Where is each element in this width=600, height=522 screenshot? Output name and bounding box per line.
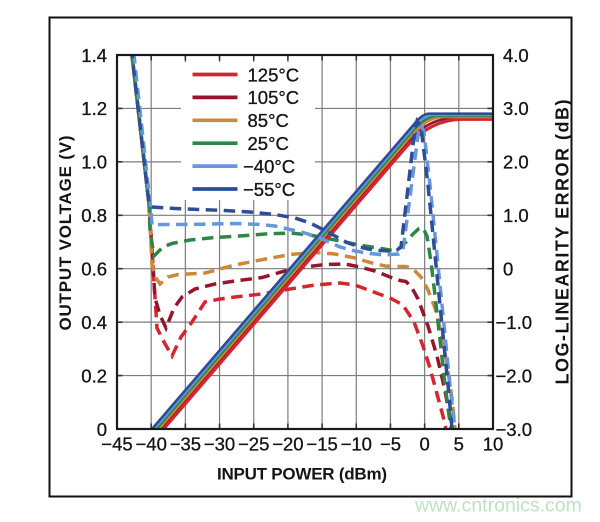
svg-text:−20: −20 (272, 434, 303, 455)
svg-text:OUTPUT VOLTAGE (V): OUTPUT VOLTAGE (V) (56, 136, 75, 331)
svg-text:1.4: 1.4 (81, 45, 107, 66)
svg-text:4.0: 4.0 (503, 45, 529, 66)
svg-text:10: 10 (483, 434, 504, 455)
svg-text:1.0: 1.0 (81, 152, 107, 173)
svg-text:3.0: 3.0 (503, 98, 529, 119)
svg-text:−55°C: −55°C (243, 179, 295, 200)
svg-text:0: 0 (419, 434, 429, 455)
svg-text:2.0: 2.0 (503, 152, 529, 173)
svg-text:LOG-LINEARITY ERROR (dB): LOG-LINEARITY ERROR (dB) (553, 100, 573, 385)
svg-text:−5: −5 (380, 434, 401, 455)
svg-text:−2.0: −2.0 (496, 365, 533, 386)
svg-text:0.4: 0.4 (81, 312, 107, 333)
svg-text:25°C: 25°C (248, 133, 289, 154)
svg-text:INPUT POWER (dBm): INPUT POWER (dBm) (217, 465, 387, 484)
svg-text:0: 0 (503, 259, 513, 280)
svg-text:5: 5 (454, 434, 464, 455)
svg-text:1.2: 1.2 (81, 98, 107, 119)
svg-text:−25: −25 (238, 434, 269, 455)
svg-text:−1.0: −1.0 (496, 312, 533, 333)
svg-text:0.6: 0.6 (81, 259, 107, 280)
svg-text:0.8: 0.8 (81, 205, 107, 226)
svg-text:105°C: 105°C (248, 87, 300, 108)
svg-text:0.2: 0.2 (81, 365, 107, 386)
svg-text:−10: −10 (341, 434, 372, 455)
svg-text:125°C: 125°C (248, 64, 300, 85)
svg-text:−40°C: −40°C (243, 156, 295, 177)
svg-text:−45: −45 (101, 434, 132, 455)
svg-text:−40: −40 (136, 434, 167, 455)
svg-text:85°C: 85°C (248, 110, 289, 131)
svg-text:−30: −30 (204, 434, 235, 455)
svg-text:0: 0 (97, 419, 107, 440)
svg-text:−3.0: −3.0 (496, 419, 533, 440)
svg-text:−15: −15 (306, 434, 337, 455)
svg-text:−35: −35 (170, 434, 201, 455)
svg-text:www.cntronics.com: www.cntronics.com (414, 495, 582, 517)
svg-text:1.0: 1.0 (503, 205, 529, 226)
